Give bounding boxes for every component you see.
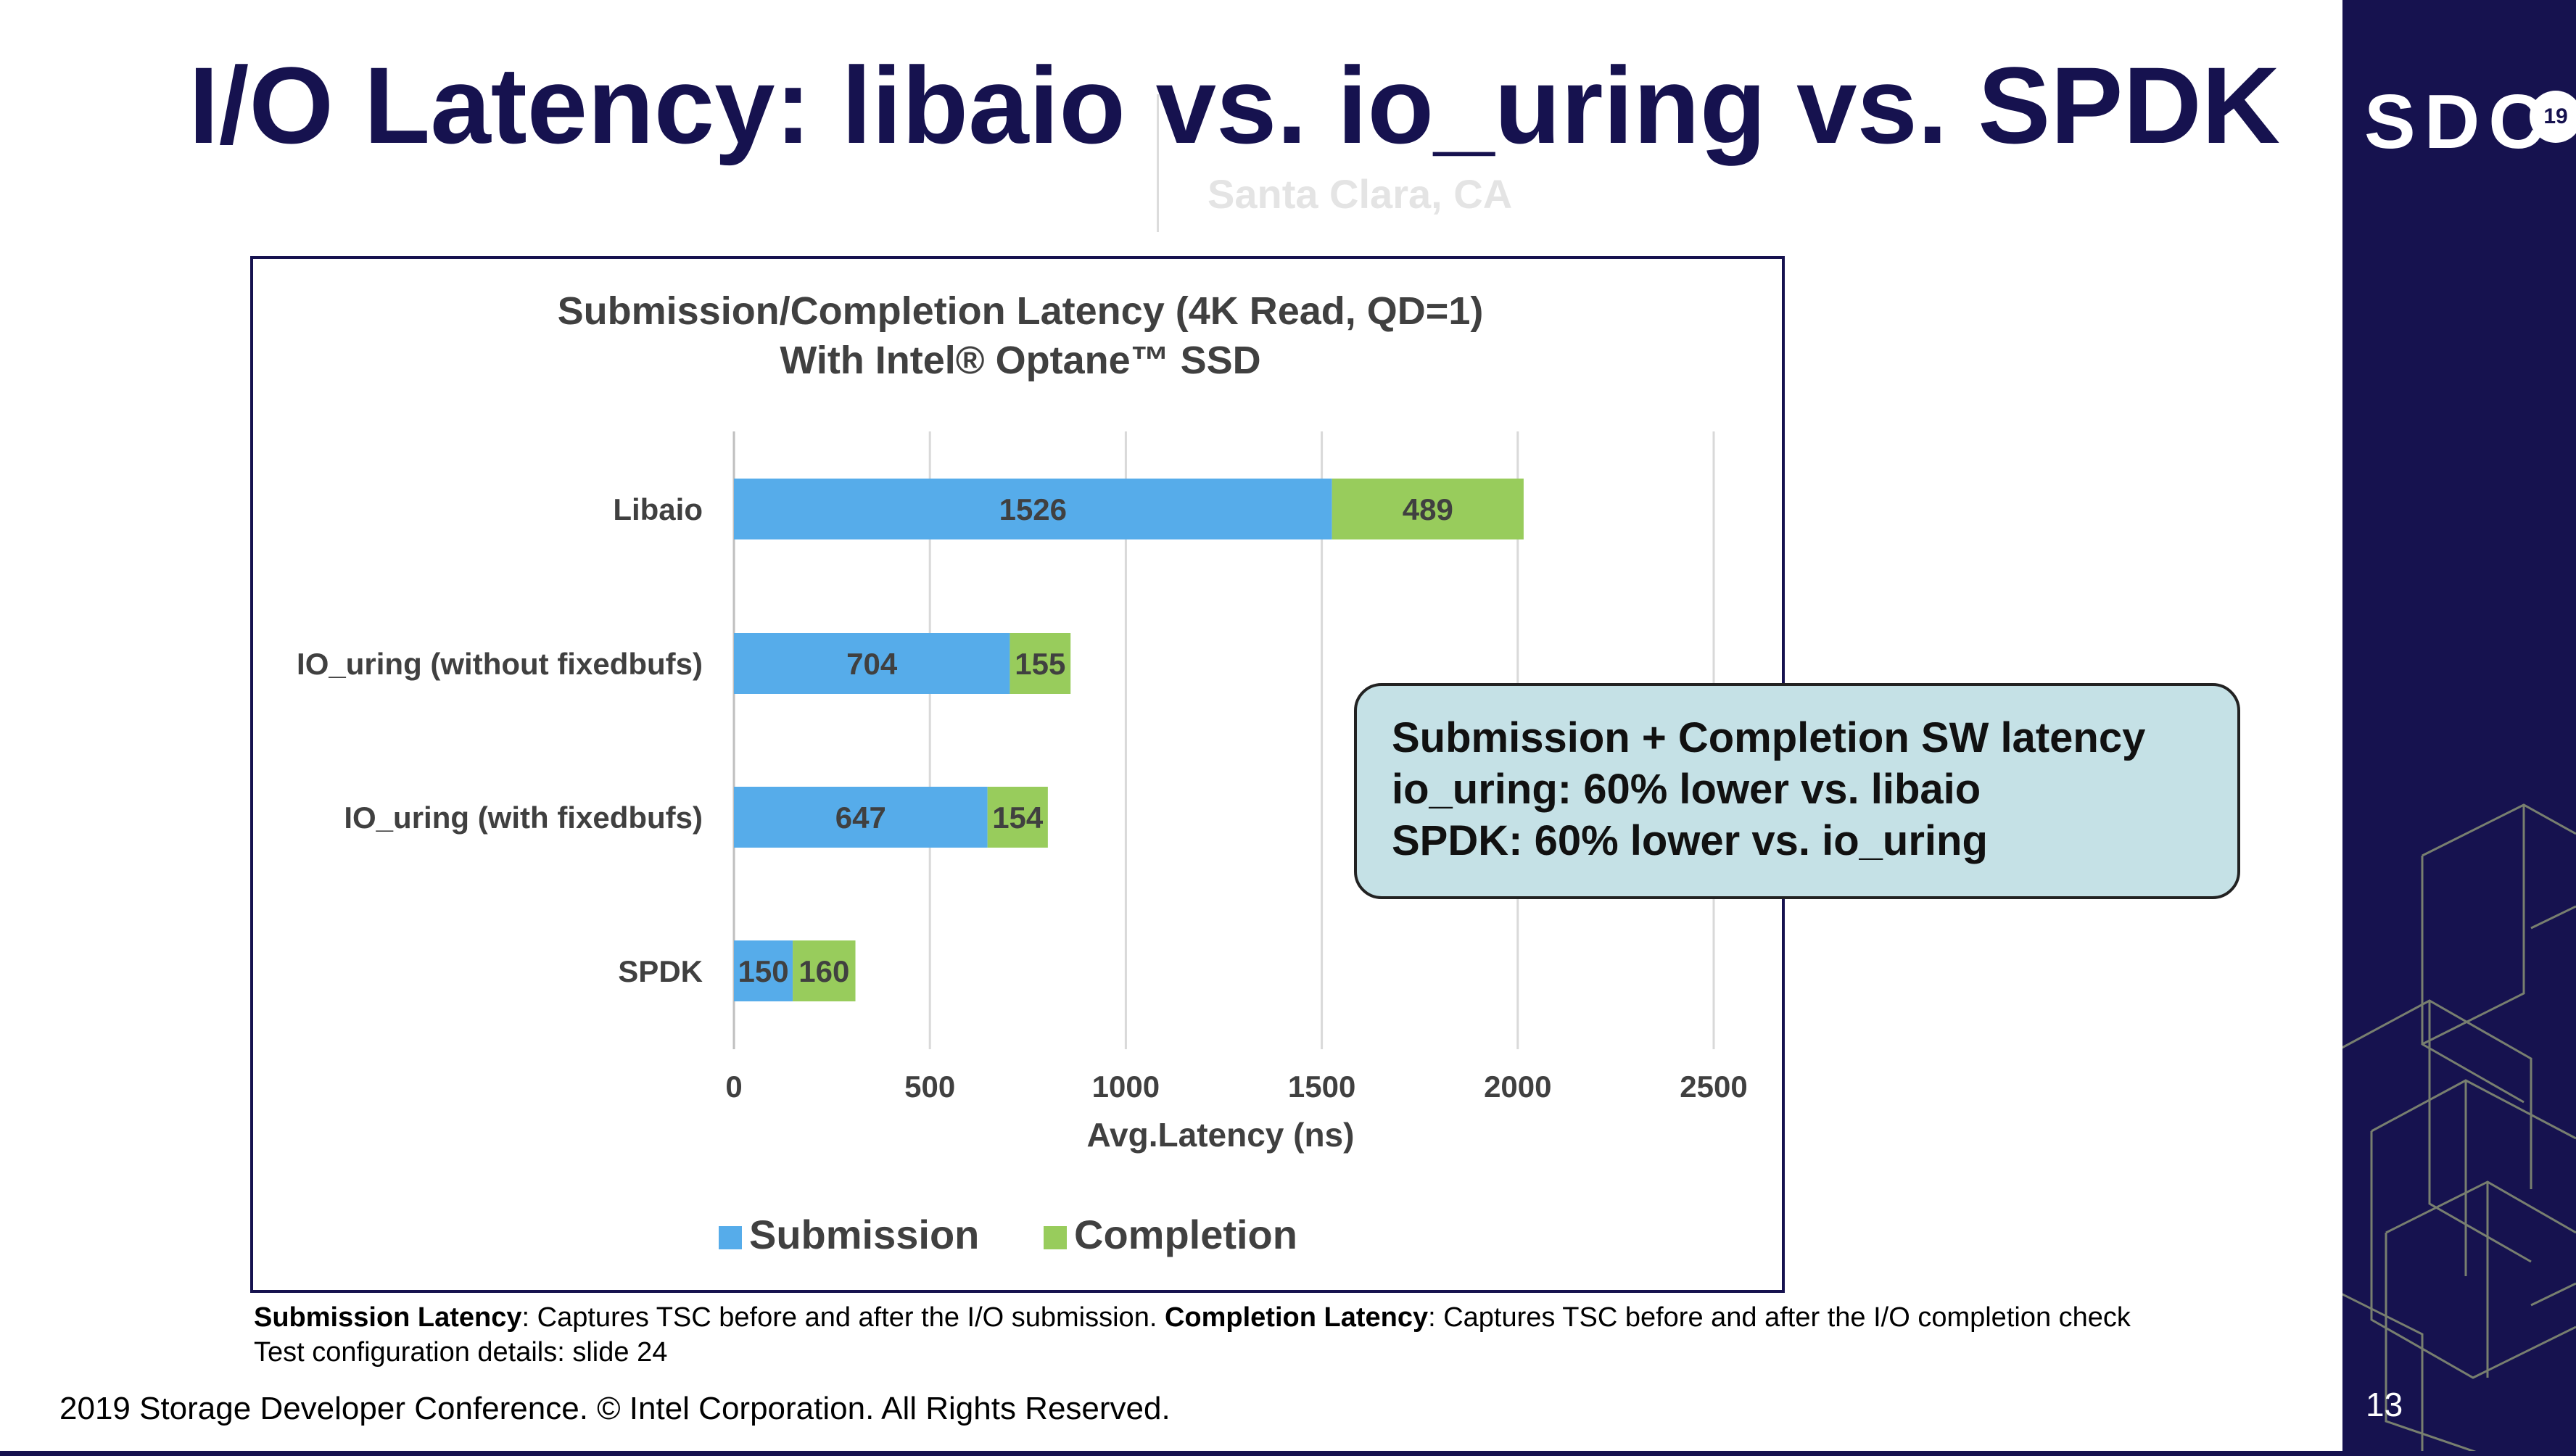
footnote-line-2: Test configuration details: slide 24 bbox=[254, 1337, 668, 1368]
x-tick-label: 2000 bbox=[1484, 1070, 1551, 1104]
bar-completion bbox=[793, 940, 856, 1001]
bars: 1526 489 704 155 647 154 150 160 bbox=[734, 479, 1524, 1001]
footnote: Submission Latency: Captures TSC before … bbox=[254, 1300, 2131, 1370]
category-label: IO_uring (with fixedbufs) bbox=[344, 801, 703, 835]
x-tick-label: 1500 bbox=[1288, 1070, 1355, 1104]
ghost-location-text: Santa Clara, CA bbox=[1208, 171, 1513, 217]
bar-completion bbox=[987, 787, 1048, 848]
legend-swatch-submission bbox=[719, 1226, 742, 1249]
footnote-term-submission: Submission Latency bbox=[254, 1302, 522, 1333]
legend: Submission Completion bbox=[719, 1212, 1297, 1257]
legend-label-completion: Completion bbox=[1074, 1212, 1297, 1257]
data-label: 154 bbox=[992, 801, 1044, 835]
cube-pattern-decoration bbox=[2342, 803, 2576, 1456]
bar-completion bbox=[1332, 479, 1524, 539]
bar-submission bbox=[734, 787, 988, 848]
bar-submission bbox=[734, 479, 1332, 539]
data-label: 1526 bbox=[999, 492, 1067, 526]
axes: 0 500 1000 1500 2000 2500 Libaio IO_uring (with… bbox=[297, 492, 1748, 1104]
x-tick-label: 2500 bbox=[1680, 1070, 1747, 1104]
chart-title: Submission/Completion Latency (4K Read, … bbox=[558, 289, 1484, 333]
x-tick-label: 0 bbox=[725, 1070, 742, 1104]
x-tick-label: 1000 bbox=[1092, 1070, 1160, 1104]
chart-subtitle: With Intel® Optane™ SSD bbox=[780, 339, 1260, 382]
data-label: 489 bbox=[1403, 492, 1453, 526]
data-label: 647 bbox=[835, 801, 886, 835]
slide-number: 13 bbox=[2366, 1386, 2403, 1423]
footnote-desc-completion: : Captures TSC before and after the I/O … bbox=[1428, 1302, 2131, 1333]
callout-line-1: Submission + Completion SW latency bbox=[1392, 714, 2146, 761]
callout-line-3: SPDK: 60% lower vs. io_uring bbox=[1392, 817, 1988, 864]
legend-label-submission: Submission bbox=[749, 1212, 979, 1257]
footnote-line-1: Submission Latency: Captures TSC before … bbox=[254, 1300, 2131, 1335]
sdc-logo-badge: 19 bbox=[2530, 91, 2576, 143]
data-label: 155 bbox=[1015, 647, 1065, 681]
copyright-text: 2019 Storage Developer Conference. © Int… bbox=[59, 1391, 1171, 1426]
data-label: 704 bbox=[846, 647, 898, 681]
footnote-term-completion: Completion Latency bbox=[1164, 1302, 1429, 1333]
bar-submission bbox=[734, 940, 793, 1001]
legend-swatch-completion bbox=[1044, 1226, 1067, 1249]
category-label: IO_uring (without fixedbufs) bbox=[297, 647, 703, 681]
bar-completion bbox=[1010, 633, 1071, 694]
data-label: 160 bbox=[798, 954, 849, 988]
page-title: I/O Latency: libaio vs. io_uring vs. SPD… bbox=[189, 44, 2281, 166]
category-label: SPDK bbox=[618, 954, 703, 988]
data-label: 150 bbox=[738, 954, 788, 988]
latency-bar-chart: Submission/Completion Latency (4K Read, … bbox=[297, 289, 1748, 1257]
bottom-rule bbox=[0, 1451, 2576, 1456]
sdc-logo: SDC bbox=[2364, 79, 2553, 165]
x-axis-label: Avg.Latency (ns) bbox=[1087, 1116, 1355, 1154]
footnote-desc-submission: : Captures TSC before and after the I/O … bbox=[521, 1302, 1165, 1333]
brand-side-band: SDC 19 13 bbox=[2342, 0, 2576, 1456]
callout-box: Submission + Completion SW latency io_ur… bbox=[1354, 683, 2240, 899]
ghost-divider bbox=[1157, 94, 1159, 232]
category-label: Libaio bbox=[613, 492, 703, 526]
callout-line-2: io_uring: 60% lower vs. libaio bbox=[1392, 766, 1981, 813]
x-tick-label: 500 bbox=[904, 1070, 955, 1104]
bar-submission bbox=[734, 633, 1010, 694]
